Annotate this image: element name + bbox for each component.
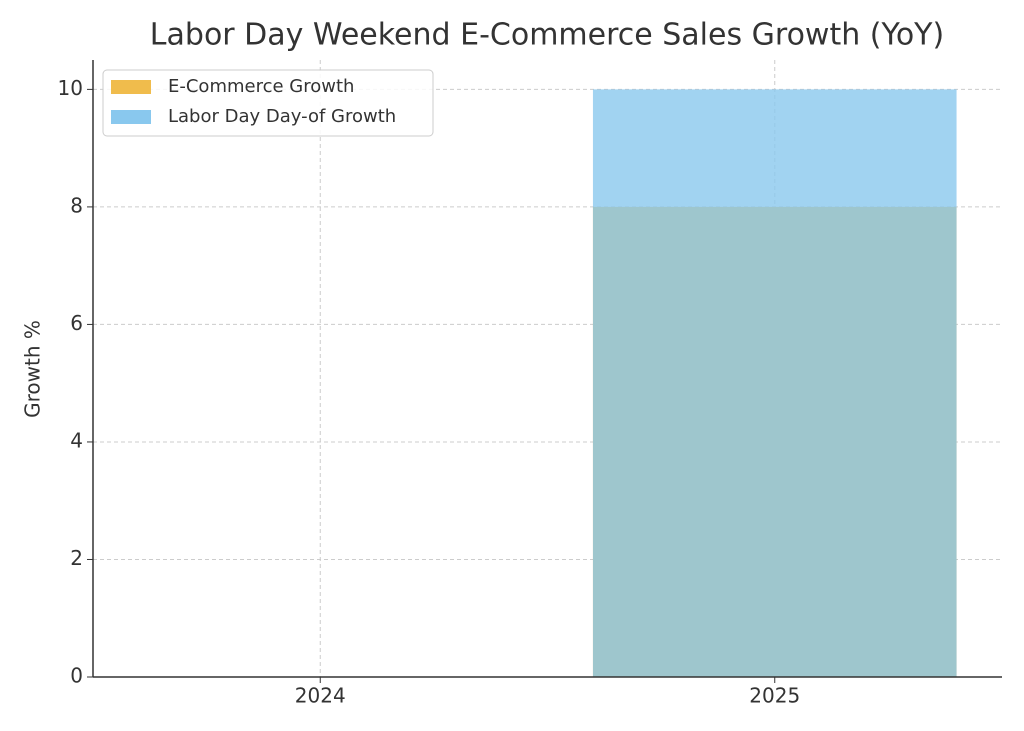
y-tick-label: 8: [70, 193, 83, 217]
y-tick-label: 6: [70, 311, 83, 335]
y-tick-label: 0: [70, 664, 83, 688]
y-tick-label: 10: [58, 76, 83, 100]
legend-swatch: [111, 80, 151, 94]
x-tick-label: 2025: [749, 684, 800, 708]
y-tick-label: 2: [70, 546, 83, 570]
x-tick-label: 2024: [295, 684, 346, 708]
legend-swatch: [111, 110, 151, 124]
chart-title: Labor Day Weekend E-Commerce Sales Growt…: [150, 18, 944, 53]
legend-label: Labor Day Day-of Growth: [168, 106, 396, 127]
legend-label: E-Commerce Growth: [168, 76, 354, 97]
y-tick-label: 4: [70, 428, 83, 452]
y-axis-label: Growth %: [21, 320, 45, 418]
legend-box: [102, 69, 434, 137]
bar: [592, 89, 957, 677]
